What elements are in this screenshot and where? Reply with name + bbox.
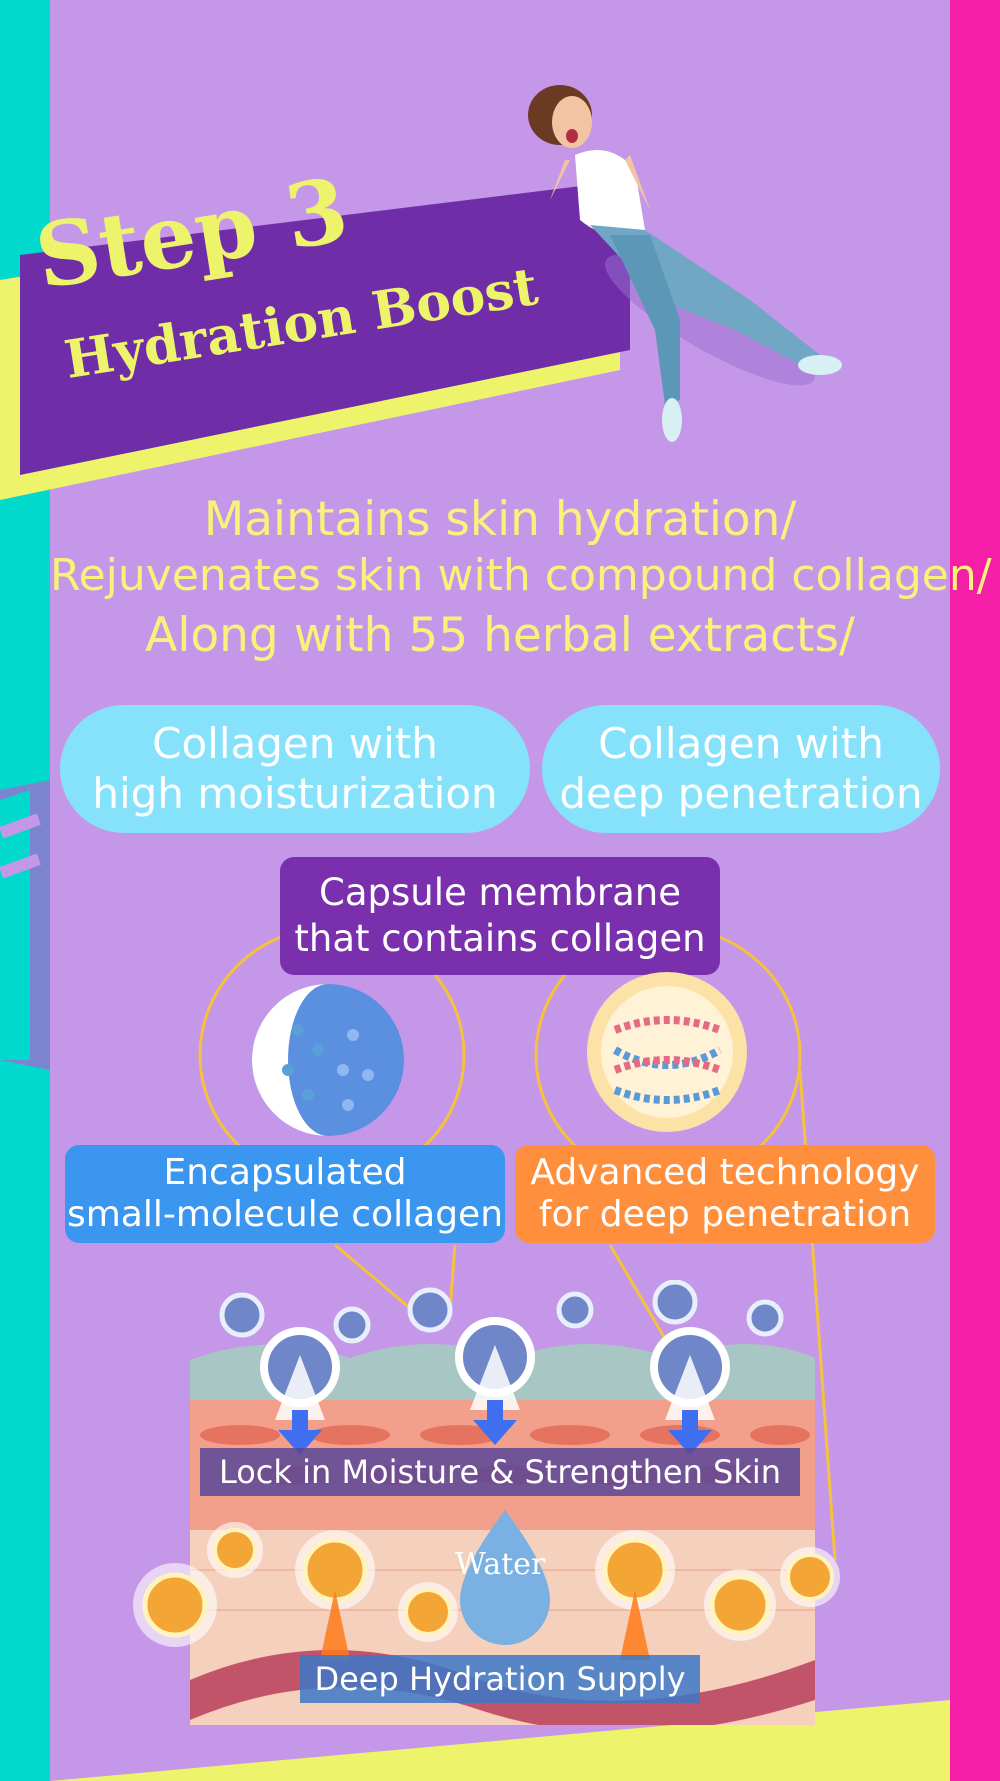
jumping-woman-illustration xyxy=(528,85,842,442)
feature-high-moisturization: Collagen with high moisturization xyxy=(60,705,530,833)
deep-hydration-supply-label: Deep Hydration Supply xyxy=(300,1655,700,1703)
right-stripe xyxy=(950,0,1000,1781)
encapsulated-capsule-icon xyxy=(252,984,404,1136)
step-banner-shape xyxy=(0,180,630,500)
collagen-molecule-icon xyxy=(587,972,747,1132)
tagline-hydration: Maintains skin hydration/ xyxy=(203,492,797,547)
water-label: Water xyxy=(455,1547,546,1582)
capsule-membrane-label: Capsule membrane that contains collagen xyxy=(280,857,720,975)
skin-cross-section-diagram xyxy=(133,1280,840,1725)
tagline-herbal: Along with 55 herbal extracts/ xyxy=(145,608,855,663)
feature-deep-penetration: Collagen with deep penetration xyxy=(542,705,940,833)
encapsulated-collagen-label: Encapsulated small-molecule collagen xyxy=(65,1145,505,1243)
lock-moisture-label: Lock in Moisture & Strengthen Skin xyxy=(200,1448,800,1496)
advanced-technology-label: Advanced technology for deep penetration xyxy=(515,1145,935,1243)
tagline-collagen: Rejuvenates skin with compound collagen/ xyxy=(50,550,992,601)
